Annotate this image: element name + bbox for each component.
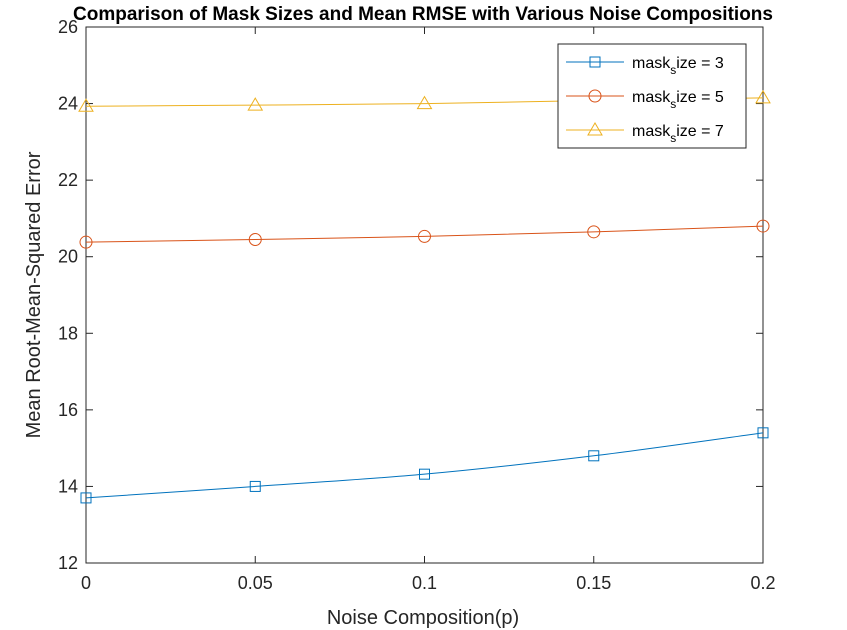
y-tick-label: 26 (58, 17, 78, 37)
legend-marker (588, 89, 602, 103)
data-point (756, 219, 770, 233)
legend-entry-label: masksize = 7 (632, 123, 724, 145)
x-axis-ticks: 0 0.05 0.1 0.15 0.2 (81, 27, 776, 593)
data-point (755, 89, 771, 104)
legend-entry-label: masksize = 3 (632, 55, 724, 77)
x-tick-label: 0.2 (750, 573, 775, 593)
x-tick-label: 0.15 (576, 573, 611, 593)
data-point (249, 480, 261, 492)
data-point (248, 232, 262, 246)
legend-marker (587, 122, 603, 136)
series-line-1 (85, 432, 764, 499)
y-axis-ticks: 12 14 16 18 20 22 24 26 (58, 17, 763, 573)
x-tick-label: 0.1 (412, 573, 437, 593)
y-tick-label: 16 (58, 400, 78, 420)
x-tick-label: 0 (81, 573, 91, 593)
y-tick-label: 20 (58, 247, 78, 267)
y-tick-label: 18 (58, 323, 78, 343)
data-point (78, 98, 94, 112)
y-tick-label: 14 (58, 476, 78, 496)
series-line-2 (85, 225, 764, 243)
data-point (757, 427, 769, 439)
legend: masksize = 3 masksize = 5 masksize = 7 (557, 43, 747, 149)
data-point (79, 235, 93, 249)
data-point (588, 450, 600, 462)
data-point (419, 468, 430, 480)
y-tick-label: 12 (58, 553, 78, 573)
x-tick-label: 0.05 (238, 573, 273, 593)
data-point (80, 492, 92, 504)
data-point (247, 97, 264, 111)
y-axis-label: Mean Root-Mean-Squared Error (23, 151, 45, 438)
x-axis-label: Noise Composition(p) (327, 607, 519, 629)
data-point (416, 95, 433, 110)
data-point (587, 225, 601, 239)
legend-marker (589, 56, 601, 68)
y-tick-label: 24 (58, 94, 78, 114)
data-point (418, 229, 431, 243)
chart-title: Comparison of Mask Sizes and Mean RMSE w… (73, 4, 773, 25)
y-tick-label: 22 (58, 170, 78, 190)
legend-entry-label: masksize = 5 (632, 89, 724, 111)
